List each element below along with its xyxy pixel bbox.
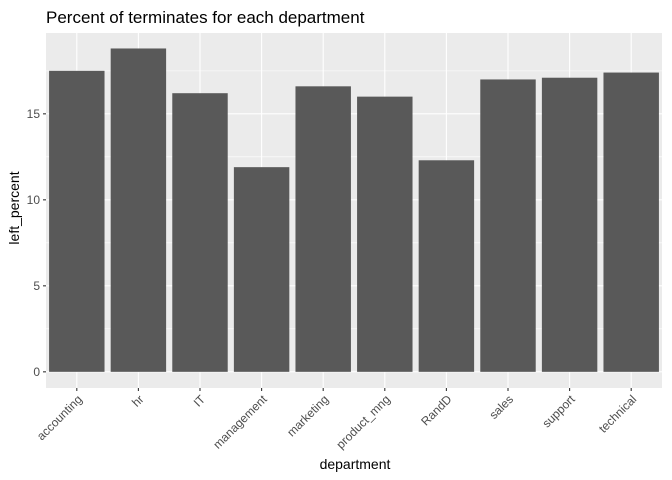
y-tick-label: 5 <box>33 279 40 293</box>
bar-support <box>541 77 598 372</box>
x-axis: accounting hr IT management marketing product… <box>34 388 639 452</box>
x-tick-label: marketing <box>284 392 331 439</box>
bar-accounting <box>49 70 105 372</box>
x-axis-title: department <box>320 456 391 472</box>
bar-IT <box>172 93 228 372</box>
x-tick-label: support <box>540 392 579 431</box>
bar-sales <box>480 79 536 372</box>
y-tick-label: 10 <box>27 193 41 207</box>
chart-title: Percent of terminates for each departmen… <box>46 8 365 27</box>
y-axis-title: left_percent <box>6 171 22 244</box>
bar-marketing <box>295 86 351 372</box>
y-tick-label: 15 <box>27 107 41 121</box>
x-tick-label: accounting <box>34 392 85 443</box>
x-tick-label: hr <box>129 392 146 409</box>
bar-hr <box>110 48 167 372</box>
bar-management <box>233 167 290 372</box>
x-tick-label: RandD <box>418 392 455 429</box>
bars <box>49 48 659 372</box>
bar-technical <box>603 72 659 372</box>
x-tick-label: management <box>210 392 270 452</box>
y-axis: 0 5 10 15 <box>27 107 46 379</box>
y-tick-label: 0 <box>33 365 40 379</box>
bar-product_mng <box>357 96 413 372</box>
bar-RandD <box>418 160 475 372</box>
x-tick-label: IT <box>191 392 209 410</box>
x-tick-label: sales <box>486 392 516 422</box>
x-tick-label: technical <box>596 392 639 435</box>
x-tick-label: product_mng <box>333 392 392 451</box>
